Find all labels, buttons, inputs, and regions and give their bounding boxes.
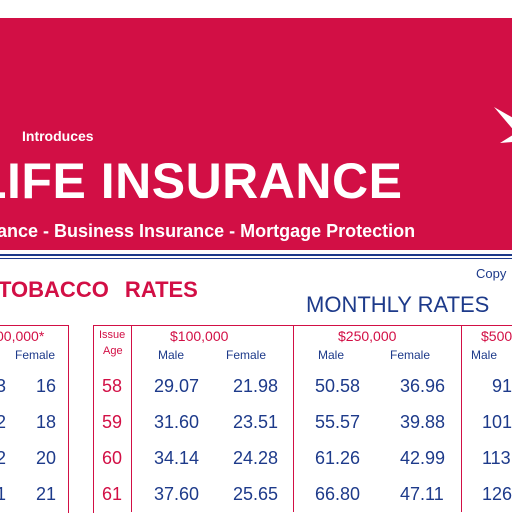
divider-thick — [0, 254, 512, 256]
column-divider-100k — [293, 325, 294, 512]
headline-title: LIFE INSURANCE — [0, 153, 403, 209]
rate-cell: 31.60 — [154, 412, 200, 432]
coverage-header-100k: $100,000 — [170, 328, 229, 344]
rates-table-frame — [93, 325, 512, 513]
rate-cell: 25.65 — [233, 484, 279, 504]
rate-cell: 21.98 — [233, 376, 279, 396]
divider-thin — [0, 258, 512, 259]
star-icon — [494, 107, 512, 143]
left-partial-cell: 2 — [0, 448, 7, 468]
gender-header-male-500k: Male — [471, 348, 498, 362]
left-table-frame — [0, 325, 69, 513]
tagline: ance - Business Insurance - Mortgage Pro… — [0, 221, 416, 241]
rate-cell: 23.51 — [233, 412, 279, 432]
rate-cell: 91 — [492, 376, 512, 396]
left-partial-cell: 1 — [0, 484, 7, 504]
issue-age-header-line2: Age — [103, 345, 123, 357]
gender-header-male-250k: Male — [318, 348, 345, 362]
left-female-header: Female — [15, 348, 56, 362]
rate-cell: 39.88 — [400, 412, 446, 432]
rate-cell: 37.60 — [154, 484, 200, 504]
gender-header-male-100k: Male — [158, 348, 185, 362]
left-partial-cell: 3 — [0, 376, 7, 396]
rate-cell: 24.28 — [233, 448, 279, 468]
left-female-cell: 18 — [36, 412, 57, 432]
left-partial-cell: 2 — [0, 412, 7, 432]
rate-cell: 113 — [482, 448, 511, 468]
left-female-cell: 16 — [36, 376, 57, 396]
column-divider-age — [131, 325, 132, 512]
rates-title: TOBACCO RATES — [0, 277, 198, 302]
gender-header-female-250k: Female — [390, 348, 431, 362]
rate-cell: 34.14 — [154, 448, 200, 468]
left-coverage-header: 00,000* — [0, 328, 45, 344]
issue-age-header-line1: Issue — [99, 329, 126, 341]
issue-age-cell: 61 — [102, 484, 123, 504]
left-female-cell: 20 — [36, 448, 57, 468]
coverage-header-500k: $500 — [481, 328, 512, 344]
gender-header-female-100k: Female — [226, 348, 267, 362]
column-divider-250k — [461, 325, 462, 512]
header-banner — [0, 18, 512, 250]
rate-cell: 42.99 — [400, 448, 446, 468]
issue-age-cell: 59 — [102, 412, 123, 432]
left-female-cell: 21 — [36, 484, 57, 504]
rate-cell: 61.26 — [315, 448, 361, 468]
rate-cell: 29.07 — [154, 376, 200, 396]
rate-cell: 50.58 — [315, 376, 361, 396]
rate-cell: 36.96 — [400, 376, 446, 396]
rate-cell: 55.57 — [315, 412, 361, 432]
coverage-header-250k: $250,000 — [338, 328, 397, 344]
rate-cell: 47.11 — [400, 484, 444, 504]
issue-age-cell: 60 — [102, 448, 123, 468]
rate-cell: 126 — [482, 484, 512, 504]
issue-age-cell: 58 — [102, 376, 123, 396]
monthly-rates-title: MONTHLY RATES — [306, 292, 490, 317]
rate-cell: 66.80 — [315, 484, 361, 504]
copy-label: Copy — [476, 266, 507, 281]
introduces-label: Introduces — [22, 128, 94, 144]
rate-cell: 101 — [482, 412, 512, 432]
